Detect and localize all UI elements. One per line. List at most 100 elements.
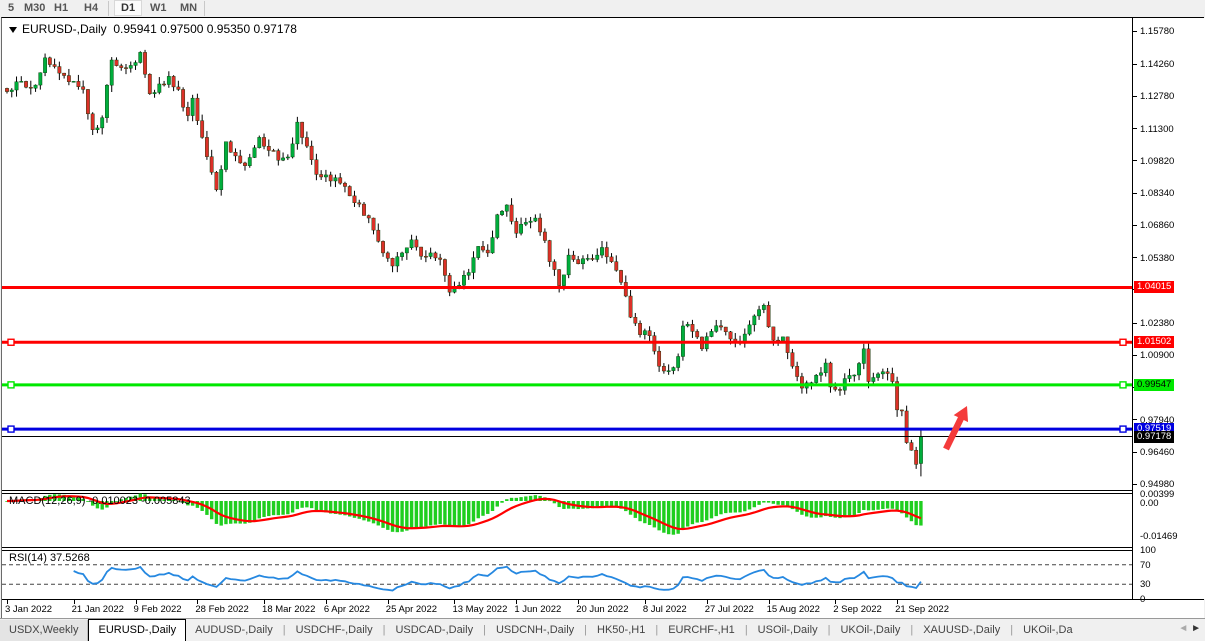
macd-signal-line [6,495,922,531]
axis-tick [1133,193,1137,194]
tab-separator: | [655,624,659,636]
time-tick [516,600,518,604]
time-tick [768,600,770,604]
timeframe-button-MN[interactable]: MN [180,2,198,14]
timeframe-button-H1[interactable]: H1 [54,2,69,14]
price-axis[interactable]: 1.15780 1.14260 1.12780 1.11300 1.09820 1.083… [1132,18,1205,605]
rsi-line [73,565,922,592]
macd-axis-label: 0.00399 [1140,489,1175,500]
macd-label: MACD(12,26,9) -0.010023 -0.005843 [9,495,191,507]
timeframe-button-5[interactable]: 5 [8,2,15,14]
time-tick [197,600,199,604]
instrument-tab-EURUSD-Daily[interactable]: EURUSD-,Daily [88,619,187,641]
chart-window: EURUSD-,Daily 0.95941 0.97500 0.95350 0.… [1,17,1205,620]
tab-scroll-right-icon[interactable]: ► [1188,623,1201,634]
tab-separator: | [744,624,748,636]
time-axis-label: 9 Feb 2022 [133,604,182,615]
time-axis-label: 1 Jun 2022 [514,604,562,615]
chevron-down-icon[interactable] [9,27,17,33]
tab-separator: | [910,624,914,636]
instrument-tab-USDCNH-Daily[interactable]: USDCNH-,Daily [495,624,575,636]
axis-tick [1133,452,1137,453]
time-tick [454,600,456,604]
tab-scroll-arrows: ◄ ► [1178,623,1201,634]
price-tick-label: 0.97940 [1140,414,1175,426]
time-axis-label: 20 Jun 2022 [576,604,629,615]
price-tick-label: 1.12780 [1140,91,1175,103]
time-tick [578,600,580,604]
price-tick-label: 1.11300 [1140,123,1174,135]
line-handle[interactable] [1119,338,1127,346]
price-chip-1.04015: 1.04015 [1134,281,1175,294]
tab-separator: | [483,624,486,636]
panel-splitter[interactable] [2,490,1204,494]
time-axis-label: 2 Sep 2022 [833,604,882,615]
instrument-tab-UKOil-Da[interactable]: UKOil-,Da [1023,624,1073,636]
price-chip-1.01502: 1.01502 [1134,336,1175,349]
macd-axis-label: 0.00 [1140,498,1159,509]
chart-title-symbol: EURUSD-,Daily [22,22,107,36]
line-handle[interactable] [1119,425,1127,433]
axis-tick [1133,31,1137,32]
time-tick [835,600,837,604]
chart-tab-bar: USDX,Weekly EURUSD-,Daily AUDUSD-,Daily | US… [0,618,1205,641]
time-axis-label: 27 Jul 2022 [704,604,754,615]
tab-separator: | [827,624,831,636]
timeframe-button-M30[interactable]: M30 [24,2,46,14]
time-axis-label: 21 Sep 2022 [895,604,949,615]
instrument-tab-HK50-H1[interactable]: HK50-,H1 [597,624,646,636]
time-axis-label: 3 Jan 2022 [5,604,53,615]
price-tick-label: 1.08340 [1140,188,1175,200]
time-tick [325,600,327,604]
tab-separator: | [1010,624,1014,636]
timeframe-button-D1[interactable]: D1 [114,0,143,16]
axis-tick [1133,160,1137,161]
tab-separator: | [584,624,588,636]
panel-splitter[interactable] [2,547,1204,551]
axis-tick [1133,128,1137,129]
time-axis-label: 21 Jan 2022 [71,604,124,615]
instrument-tab-EURCHF-H1[interactable]: EURCHF-,H1 [668,624,735,636]
rsi-panel[interactable] [2,550,1132,599]
price-chip-0.99547: 0.99547 [1134,378,1175,391]
instrument-tab-XAUUSD-Daily[interactable]: XAUUSD-,Daily [923,624,1001,636]
time-tick [644,600,646,604]
price-tick-label: 1.00900 [1140,350,1175,362]
price-tick-label: 1.09820 [1140,155,1175,167]
price-chart-panel[interactable] [2,21,1132,490]
axis-tick [1133,64,1137,65]
rsi-label: RSI(14) 37.5268 [9,552,90,564]
axis-tick [1133,225,1137,226]
price-tick-label: 0.96460 [1140,447,1175,459]
chart-title-ohlc: 0.95941 0.97500 0.95350 0.97178 [113,22,297,36]
trend-arrow-annotation[interactable] [943,406,969,451]
line-handle[interactable] [7,338,15,346]
instrument-tab-USDCAD-Daily[interactable]: USDCAD-,Daily [395,624,474,636]
instrument-tab-USDCHF-Daily[interactable]: USDCHF-,Daily [295,624,373,636]
time-axis-label: 8 Jul 2022 [642,604,687,615]
macd-axis-label: -0.01469 [1140,531,1178,542]
price-tick-label: 1.14260 [1140,59,1175,71]
macd-panel[interactable] [2,493,1132,547]
price-tick-label: 1.15780 [1140,26,1175,37]
instrument-tab-USDX-Weekly[interactable]: USDX,Weekly [0,620,89,641]
time-tick [135,600,137,604]
instrument-tab-UKOil-Daily[interactable]: UKOil-,Daily [840,624,901,636]
instrument-tab-USOil-Daily[interactable]: USOil-,Daily [757,624,818,636]
rsi-axis-label: 30 [1140,579,1151,591]
line-handle[interactable] [1119,381,1127,389]
rsi-axis-label: 100 [1140,545,1156,556]
timeframe-button-H4[interactable]: H4 [84,2,99,14]
rsi-axis-label: 0 [1140,594,1146,605]
timeframe-button-W1[interactable]: W1 [150,2,167,14]
time-axis-label: 6 Apr 2022 [323,604,370,615]
tab-scroll-left-icon[interactable]: ◄ [1178,623,1189,634]
axis-tick [1133,257,1137,258]
chart-title: EURUSD-,Daily 0.95941 0.97500 0.95350 0.… [9,22,297,36]
timeframe-toolbar: 5 M30 H1 H4 D1 W1 MN [0,0,1205,17]
time-axis[interactable]: 3 Jan 2022 21 Jan 2022 9 Feb 2022 28 Feb 20… [2,599,1204,620]
line-handle[interactable] [7,425,15,433]
line-handle[interactable] [7,381,15,389]
axis-tick [1133,419,1137,420]
instrument-tab-AUDUSD-Daily[interactable]: AUDUSD-,Daily [195,624,273,636]
